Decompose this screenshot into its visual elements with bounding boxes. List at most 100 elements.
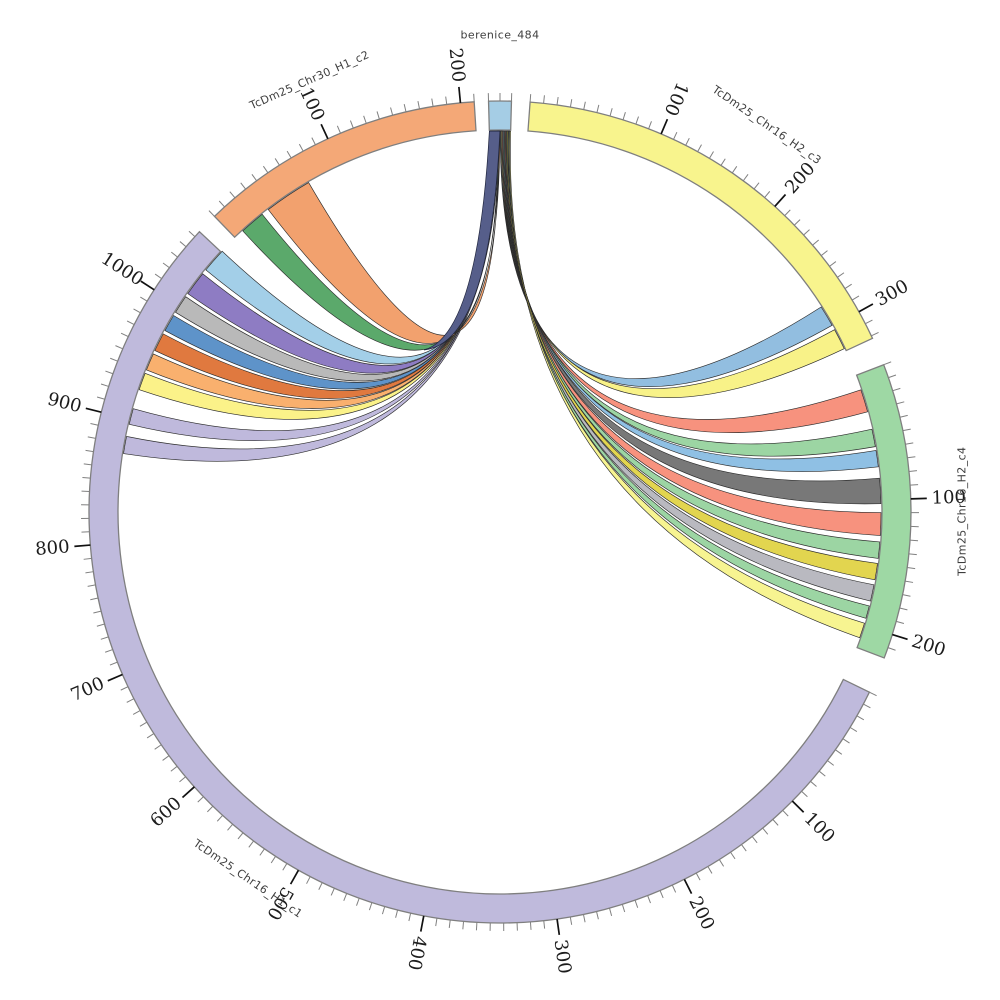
minor-tick-TcDm25_Chr16_H2_c3-210 [784, 209, 791, 216]
minor-tick-TcDm25_Chr30_H1_c2-130 [363, 115, 367, 124]
minor-tick-TcDm25_Chr16_H1_c1-230 [647, 895, 651, 904]
major-tick-TcDm25_Chr16_H1_c1-900 [85, 407, 102, 413]
minor-tick-TcDm25_Chr16_H2_c4-130 [910, 539, 919, 542]
minor-tick-TcDm25_Chr16_H2_c3-240 [812, 239, 820, 246]
major-tick-TcDm25_Chr16_H2_c4-100 [910, 497, 927, 500]
minor-tick-TcDm25_Chr30_H1_c2-20 [229, 191, 236, 199]
minor-tick-TcDm25_Chr16_H1_c1-490 [306, 876, 311, 884]
tick-label-TcDm25_Chr16_H2_c4-200: 200 [909, 631, 948, 661]
tick-label-TcDm25_Chr16_H1_c1-100: 100 [800, 808, 839, 847]
minor-tick-TcDm25_Chr16_H2_c4-20 [892, 387, 901, 392]
minor-tick-TcDm25_Chr16_H2_c3-20 [556, 96, 559, 106]
minor-tick-TcDm25_Chr16_H2_c4-170 [902, 594, 911, 597]
minor-tick-TcDm25_Chr16_H1_c1-790 [83, 557, 92, 560]
minor-tick-TcDm25_Chr16_H1_c1-460 [343, 893, 348, 901]
minor-tick-TcDm25_Chr16_H2_c4-80 [908, 470, 918, 472]
minor-tick-TcDm25_Chr16_H1_c1-220 [659, 890, 664, 899]
minor-tick-TcDm25_Chr16_H1_c1-210 [671, 884, 677, 893]
minor-tick-TcDm25_Chr16_H1_c1-150 [741, 844, 747, 852]
minor-tick-TcDm25_Chr16_H1_c1-260 [609, 908, 613, 916]
minor-tick-TcDm25_Chr30_H1_c2-90 [311, 137, 316, 146]
minor-tick-TcDm25_Chr16_H2_c3-120 [685, 137, 690, 146]
minor-tick-TcDm25_Chr16_H1_c1-770 [87, 584, 96, 587]
major-tick-TcDm25_Chr16_H1_c1-500 [289, 869, 300, 885]
minor-tick-TcDm25_Chr16_H2_c3-270 [837, 272, 845, 278]
minor-tick-TcDm25_Chr30_H1_c2-110 [336, 125, 341, 134]
minor-tick-TcDm25_Chr16_H1_c1-1050 [188, 230, 196, 238]
minor-tick-TcDm25_Chr16_H1_c1-980 [133, 308, 141, 314]
minor-tick-TcDm25_Chr30_H1_c2-140 [376, 111, 380, 120]
minor-tick-TcDm25_Chr16_H1_c1-280 [582, 914, 586, 923]
minor-tick-TcDm25_Chr30_H1_c2-210 [473, 93, 475, 102]
minor-tick-TcDm25_Chr16_H2_c3-250 [820, 250, 828, 257]
minor-tick-TcDm25_Chr16_H1_c1-750 [93, 610, 102, 614]
minor-tick-TcDm25_Chr16_H1_c1-650 [146, 733, 155, 739]
chord-link-c1-870 [123, 130, 499, 462]
minor-tick-TcDm25_Chr30_H1_c2-170 [417, 101, 420, 110]
minor-tick-TcDm25_Chr16_H1_c1-740 [96, 623, 105, 627]
tick-label-TcDm25_Chr16_H2_c3-300: 300 [872, 276, 912, 311]
minor-tick-TcDm25_Chr16_H2_c3-0 [529, 94, 532, 103]
major-tick-TcDm25_Chr16_H1_c1-200 [683, 878, 693, 895]
minor-tick-TcDm25_Chr16_H2_c3-50 [596, 104, 600, 113]
minor-tick-TcDm25_Chr30_H1_c2-70 [286, 150, 292, 159]
segment-label-TcDm25_Chr16_H2_c4: TcDm25_Chr16_H2_c4 [955, 447, 968, 577]
minor-tick-TcDm25_Chr16_H1_c1-290 [569, 916, 573, 925]
minor-tick-TcDm25_Chr16_H1_c1-1010 [154, 273, 162, 280]
minor-tick-TcDm25_Chr16_H2_c3-10 [543, 95, 545, 104]
tick-label-TcDm25_Chr16_H1_c1-300: 300 [550, 938, 576, 975]
minor-tick-TcDm25_Chr16_H1_c1-190 [695, 872, 701, 881]
major-tick-TcDm25_Chr16_H2_c4-200 [892, 633, 908, 641]
minor-tick-TcDm25_Chr30_H1_c2-50 [262, 165, 269, 174]
minor-tick-TcDm25_Chr16_H2_c3-80 [635, 116, 639, 125]
major-tick-TcDm25_Chr30_H1_c2-100 [320, 123, 329, 140]
segment-label-berenice_484: berenice_484 [461, 29, 540, 42]
tick-label-TcDm25_Chr16_H1_c1-900: 900 [45, 389, 83, 418]
segment-band-TcDm25_Chr16_H2_c4 [855, 363, 912, 659]
chord-link-c4-204 [509, 130, 865, 639]
minor-tick-TcDm25_Chr16_H1_c1-940 [110, 357, 118, 362]
minor-tick-TcDm25_Chr16_H1_c1-120 [772, 819, 779, 826]
minor-tick-TcDm25_Chr16_H1_c1-80 [810, 780, 817, 787]
minor-tick-TcDm25_Chr16_H2_c3-260 [829, 261, 837, 267]
minor-tick-TcDm25_Chr16_H2_c4-30 [896, 401, 905, 405]
minor-tick-TcDm25_Chr16_H2_c3-310 [865, 319, 873, 325]
minor-tick-TcDm25_Chr16_H1_c1-390 [435, 918, 438, 927]
minor-tick-TcDm25_Chr16_H1_c1-50 [834, 749, 843, 755]
major-tick-TcDm25_Chr16_H1_c1-400 [419, 915, 425, 932]
major-tick-TcDm25_Chr16_H1_c1-700 [107, 673, 123, 682]
minor-tick-TcDm25_Chr16_H2_c4-190 [896, 620, 905, 624]
minor-tick-TcDm25_Chr30_H1_c2-40 [251, 174, 258, 182]
minor-tick-TcDm25_Chr16_H1_c1-680 [126, 698, 135, 703]
major-tick-TcDm25_Chr16_H1_c1-1000 [140, 280, 155, 291]
minor-tick-TcDm25_Chr16_H1_c1-310 [543, 920, 546, 929]
minor-tick-TcDm25_Chr16_H1_c1-0 [869, 691, 877, 697]
minor-tick-TcDm25_Chr30_H1_c2-30 [240, 182, 247, 190]
tick-label-TcDm25_Chr16_H1_c1-600: 600 [146, 793, 186, 832]
minor-tick-TcDm25_Chr16_H1_c1-240 [634, 900, 639, 908]
minor-tick-TcDm25_Chr16_H2_c3-320 [871, 331, 879, 337]
minor-tick-TcDm25_Chr16_H1_c1-20 [856, 715, 865, 721]
minor-tick-TcDm25_Chr16_H1_c1-730 [100, 636, 109, 640]
minor-tick-TcDm25_Chr16_H2_c3-190 [764, 191, 771, 198]
minor-tick-TcDm25_Chr16_H2_c4-40 [899, 414, 908, 418]
minor-tick-TcDm25_Chr16_H1_c1-10 [863, 703, 871, 709]
chord-link-c2-50 [267, 130, 501, 344]
minor-tick-TcDm25_Chr16_H1_c1-110 [782, 809, 789, 817]
minor-tick-TcDm25_Chr16_H1_c1-420 [395, 909, 399, 918]
tick-label-TcDm25_Chr16_H1_c1-700: 700 [68, 673, 108, 706]
minor-tick-TcDm25_Chr16_H1_c1-90 [801, 790, 808, 798]
minor-tick-TcDm25_Chr16_H2_c3-170 [742, 174, 749, 182]
minor-tick-TcDm25_Chr16_H1_c1-410 [408, 913, 412, 922]
minor-tick-TcDm25_Chr30_H1_c2-180 [431, 98, 434, 107]
minor-tick-TcDm25_Chr16_H1_c1-580 [206, 805, 214, 813]
major-tick-TcDm25_Chr30_H1_c2-200 [458, 86, 462, 103]
tick-label-TcDm25_Chr16_H1_c1-400: 400 [403, 934, 430, 972]
minor-tick-TcDm25_Chr16_H1_c1-890 [90, 423, 99, 426]
minor-tick-TcDm25_Chr30_H1_c2-60 [274, 158, 280, 166]
minor-tick-TcDm25_Chr30_H1_c2-80 [298, 143, 304, 152]
tick-label-TcDm25_Chr16_H1_c1-1000: 1000 [97, 248, 147, 290]
minor-tick-TcDm25_Chr16_H2_c4-180 [899, 607, 908, 611]
minor-tick-TcDm25_Chr16_H1_c1-590 [197, 796, 204, 803]
